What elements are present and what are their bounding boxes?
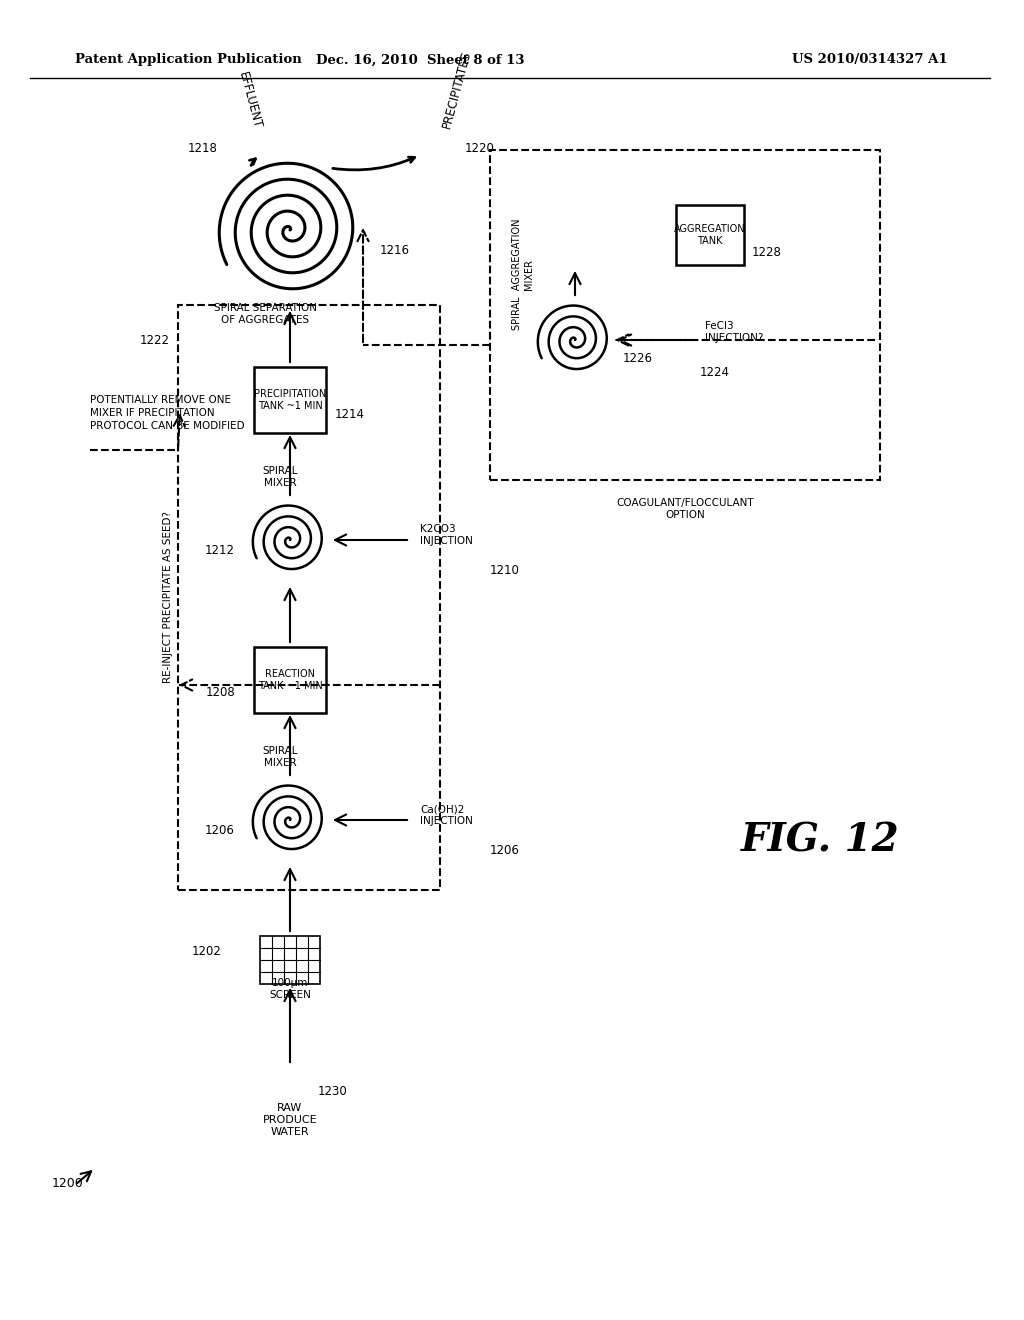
Text: SPIRAL SEPARATION
OF AGGREGATES: SPIRAL SEPARATION OF AGGREGATES <box>213 304 316 325</box>
Bar <box>178 305 440 890</box>
Bar <box>260 936 319 983</box>
Bar <box>254 367 326 433</box>
Text: 1214: 1214 <box>335 408 365 421</box>
Text: EFFLUENT: EFFLUENT <box>237 70 264 129</box>
Text: 1228: 1228 <box>752 247 782 260</box>
Bar <box>490 150 880 480</box>
Text: COAGULANT/FLOCCULANT
OPTION: COAGULANT/FLOCCULANT OPTION <box>616 498 754 520</box>
Text: 1230: 1230 <box>318 1085 348 1098</box>
Text: 1208: 1208 <box>205 685 234 698</box>
Text: US 2010/0314327 A1: US 2010/0314327 A1 <box>793 54 948 66</box>
Bar <box>676 205 744 265</box>
Text: RE-INJECT PRECIPITATE AS SEED?: RE-INJECT PRECIPITATE AS SEED? <box>163 511 173 682</box>
Text: PRECIPITATION
TANK ~1 MIN: PRECIPITATION TANK ~1 MIN <box>254 389 326 411</box>
Text: 1206: 1206 <box>490 843 520 857</box>
Text: 1200: 1200 <box>52 1177 84 1191</box>
Text: Dec. 16, 2010  Sheet 8 of 13: Dec. 16, 2010 Sheet 8 of 13 <box>315 54 524 66</box>
Text: 1210: 1210 <box>490 564 520 577</box>
Text: Patent Application Publication: Patent Application Publication <box>75 54 302 66</box>
Text: RAW
PRODUCE
WATER: RAW PRODUCE WATER <box>263 1102 317 1138</box>
Text: POTENTIALLY REMOVE ONE
MIXER IF PRECIPITATION
PROTOCOL CAN BE MODIFIED: POTENTIALLY REMOVE ONE MIXER IF PRECIPIT… <box>90 395 245 432</box>
Text: SPIRAL
MIXER: SPIRAL MIXER <box>262 746 298 768</box>
Text: 1222: 1222 <box>140 334 170 346</box>
Text: 1206: 1206 <box>205 824 234 837</box>
Text: FIG. 12: FIG. 12 <box>740 821 899 859</box>
Text: 1220: 1220 <box>465 141 495 154</box>
Text: 1216: 1216 <box>380 243 410 256</box>
Text: Ca(OH)2
INJECTION: Ca(OH)2 INJECTION <box>420 804 473 826</box>
Text: 1212: 1212 <box>205 544 234 557</box>
Bar <box>254 647 326 713</box>
Text: FeCl3
INJECTION?: FeCl3 INJECTION? <box>705 321 763 343</box>
Text: K2CO3
INJECTION: K2CO3 INJECTION <box>420 524 473 545</box>
Text: 1218: 1218 <box>188 141 218 154</box>
Text: SPIRAL  AGGREGATION
MIXER: SPIRAL AGGREGATION MIXER <box>512 219 534 330</box>
Text: 1202: 1202 <box>193 945 222 958</box>
Text: SPIRAL
MIXER: SPIRAL MIXER <box>262 466 298 488</box>
Text: 1224: 1224 <box>700 366 730 379</box>
Text: 100µm
SCREEN: 100µm SCREEN <box>269 978 311 1001</box>
Text: 1226: 1226 <box>623 351 653 364</box>
Text: AGGREGATION
TANK: AGGREGATION TANK <box>674 224 745 246</box>
Text: PRECIPITATES: PRECIPITATES <box>440 49 473 129</box>
Text: REACTION
TANK ~1 MIN: REACTION TANK ~1 MIN <box>258 669 323 690</box>
